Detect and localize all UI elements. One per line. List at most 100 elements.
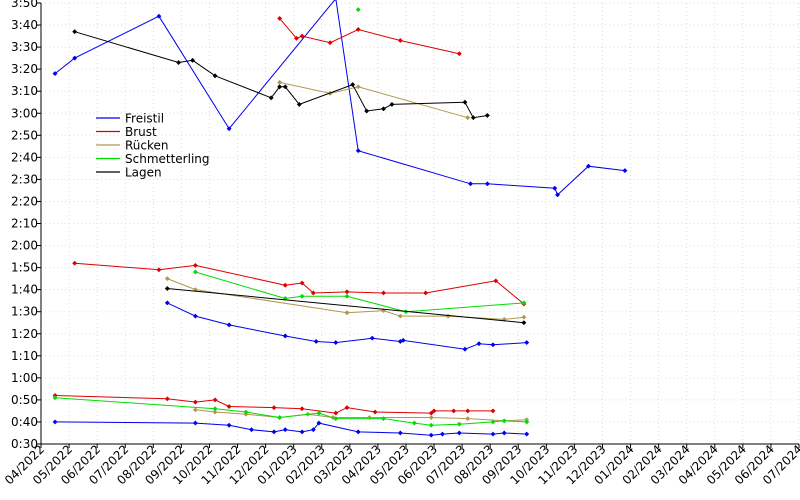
legend-label: Freistil [125,112,164,126]
series-schmetterling-200m [355,7,361,13]
data-point [249,427,255,433]
data-point [462,346,468,352]
data-point [465,408,471,414]
grid-group [40,2,800,445]
data-point [52,395,58,401]
data-point [192,269,198,275]
y-tick-label: 0:40 [11,415,38,429]
data-point [484,112,490,119]
data-point [484,181,490,187]
data-point [226,403,232,410]
data-point [296,101,302,107]
data-point [423,290,429,296]
y-tick-label: 3:00 [11,106,38,120]
data-point [476,341,482,347]
data-point [72,260,78,266]
data-point [428,432,434,438]
data-point [192,313,198,319]
data-point [212,73,218,79]
data-point [465,416,471,422]
data-point [333,416,339,422]
data-point [282,333,288,339]
data-point [501,430,507,436]
data-point [521,300,527,306]
y-tick-label: 3:40 [11,18,38,32]
data-point [212,409,218,415]
data-point [501,418,507,424]
series-brust-200m [277,15,462,57]
data-point [369,335,375,341]
y-tick-label: 1:40 [11,283,38,297]
data-point [282,427,288,433]
y-tick-label: 3:30 [11,40,38,54]
data-point [277,15,283,21]
data-point [397,37,403,44]
legend-label: Rücken [125,139,169,153]
series-line [279,81,468,119]
data-point [299,429,305,435]
series-lagen-200m [72,29,490,121]
data-point [333,410,339,416]
data-point [299,280,305,286]
data-point [299,293,305,299]
data-point [456,430,462,436]
data-point [555,192,561,198]
series-schmetterling-50m [52,395,530,428]
data-point [52,419,58,425]
data-point [268,95,274,101]
data-point [439,431,446,437]
data-point [465,115,471,121]
data-point [364,108,370,114]
data-point [156,13,162,19]
data-point [451,408,457,414]
y-tick-label: 2:50 [11,128,38,142]
data-point [226,422,232,428]
series-line [54,0,625,196]
data-point [521,314,527,320]
data-point [164,396,170,402]
data-point [72,29,78,35]
y-tick-label: 1:20 [11,327,38,341]
data-point [431,408,437,414]
data-point [271,405,277,411]
data-point [380,416,387,422]
y-tick-label: 0:30 [11,437,38,451]
series-schmetterling-100m [192,269,527,315]
data-point [310,290,316,296]
data-point [372,409,378,415]
data-point [344,405,350,411]
data-point [380,106,387,112]
y-tick-label: 2:40 [11,150,38,164]
series-brust-50m [52,392,496,416]
data-point [313,338,319,345]
data-point [164,300,170,306]
y-tick-label: 1:50 [11,261,38,275]
data-point [462,99,468,105]
data-point [456,421,462,427]
data-point [400,337,406,343]
series-freistil-50m [52,419,530,438]
series-line [195,271,524,313]
data-point [397,313,403,319]
data-point [428,422,434,428]
data-point [521,320,527,326]
data-point [344,310,350,316]
y-tick-label: 2:20 [11,194,38,208]
data-point [52,71,58,77]
series-group [52,0,628,438]
data-point [190,57,196,63]
data-point [467,181,474,187]
data-point [355,148,361,154]
data-point [226,126,232,132]
legend-label: Lagen [125,166,162,180]
data-point [524,340,530,346]
data-point [333,340,339,346]
y-tick-label: 3:10 [11,84,38,98]
data-point [493,278,499,284]
data-point [192,407,198,413]
y-tick-label: 2:10 [11,217,38,231]
data-point [72,55,78,61]
